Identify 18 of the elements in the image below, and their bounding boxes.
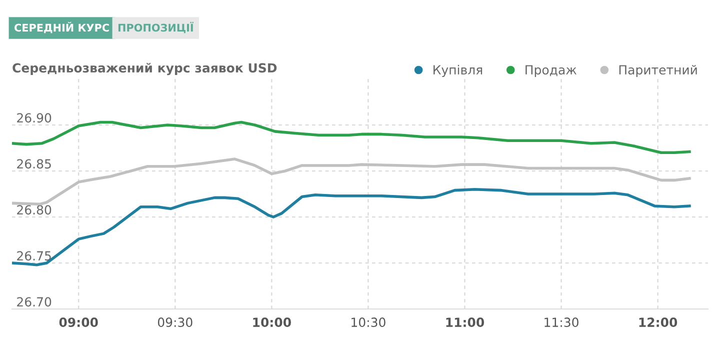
text: СЕРЕДНІЙ КУРС: [14, 22, 109, 34]
y-tick-label: 26.85: [17, 159, 51, 169]
text: ПРОПОЗИЦІЇ: [118, 22, 194, 34]
legend-label: Продаж: [526, 65, 576, 77]
y-tick-label: 26.70: [17, 297, 52, 307]
x-tick-label: 09:30: [158, 318, 192, 328]
y-tick-label: 26.75: [17, 251, 51, 261]
legend-label: Паритетний: [619, 64, 697, 77]
chart-title: Середньозважений курс заявок USD: [12, 62, 277, 76]
y-tick-label: 26.90: [17, 113, 52, 123]
y-tick-label: 26.80: [17, 205, 52, 215]
legend-label: Купівля: [434, 64, 482, 77]
x-tick-label: 11:00: [446, 318, 484, 328]
x-tick-label: 10:00: [253, 318, 291, 328]
x-tick-label: 09:00: [59, 318, 98, 328]
x-tick-label: 10:30: [352, 318, 386, 328]
x-tick-label: 11:30: [544, 318, 578, 328]
x-tick-label: 12:00: [639, 318, 678, 328]
